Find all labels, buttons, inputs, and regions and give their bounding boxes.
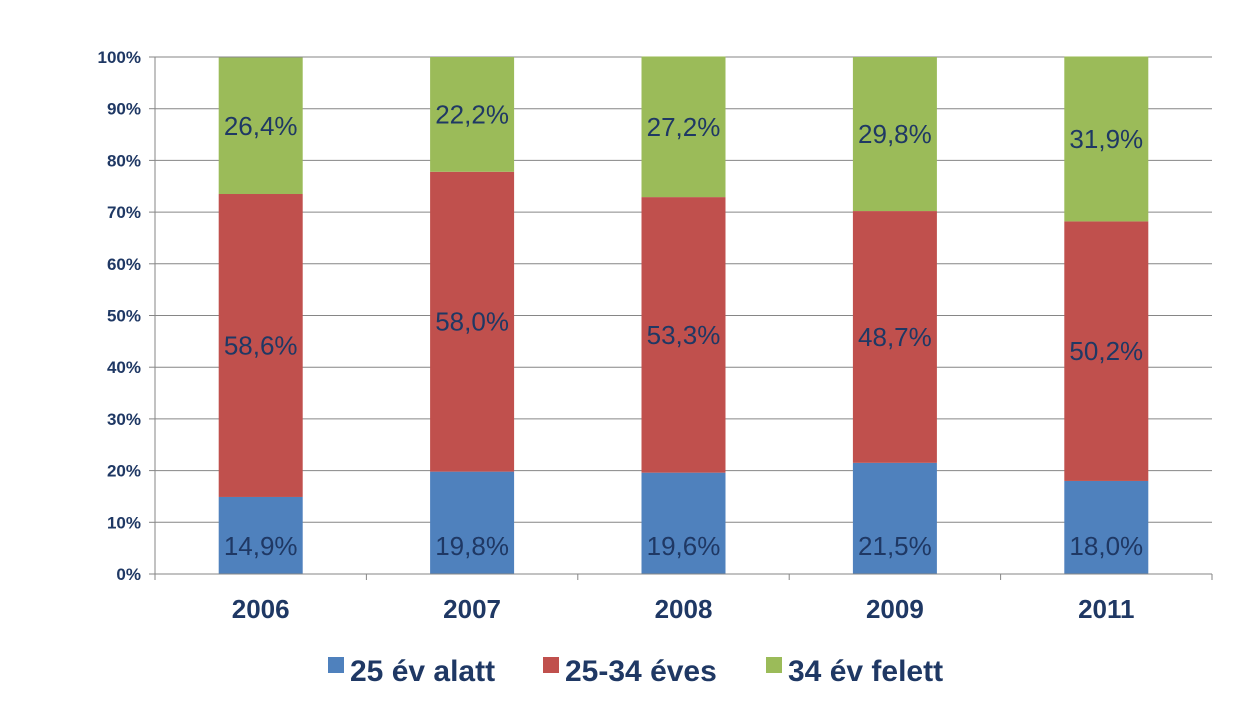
data-label: 26,4% [224,111,298,141]
x-tick-label: 2007 [443,594,501,624]
data-label: 48,7% [858,322,932,352]
y-tick-label: 90% [107,100,141,119]
bar-segment [852,57,937,212]
y-tick-label: 100% [98,48,141,67]
bar-segment [1064,221,1149,481]
data-label: 29,8% [858,119,932,149]
y-tick-label: 50% [107,307,141,326]
y-tick-label: 20% [107,462,141,481]
y-tick-label: 60% [107,255,141,274]
data-label: 21,5% [858,531,932,561]
bar-segment [430,471,515,574]
legend-label: 25 év alatt [350,655,495,688]
data-label: 27,2% [647,112,721,142]
bar-segment [430,57,515,172]
bar-segment [218,194,303,497]
x-axis-ticks: 2006 2007 2008 2009 2011 [154,574,1213,624]
y-tick-label: 30% [107,410,141,429]
data-label: 58,6% [224,330,298,360]
data-label: 19,8% [435,531,509,561]
legend-swatch [543,657,559,673]
axes [154,57,1212,575]
legend-swatch [328,657,344,673]
y-tick-label: 40% [107,358,141,377]
y-tick-label: 80% [107,151,141,170]
legend: 25 év alatt 25-34 éves 34 év felett [328,655,943,688]
data-label: 53,3% [647,320,721,350]
legend-label: 34 év felett [788,655,943,688]
bars [218,56,1149,574]
y-tick-label: 0% [116,565,141,584]
data-label: 19,6% [647,531,721,561]
bar-segment [852,211,937,463]
y-tick-label: 10% [107,513,141,532]
bar-segment [1064,56,1149,222]
data-label: 14,9% [224,531,298,561]
y-axis-ticks: 0% 10% 20% 30% 40% 50% 60% 70% 80% 90% 100% [98,48,155,584]
bar-segment [641,472,726,574]
bar-segment [218,57,303,195]
bar-segment [641,197,726,473]
y-tick-label: 70% [107,203,141,222]
legend-swatch [766,657,782,673]
x-tick-label: 2009 [866,594,924,624]
bar-segment [1064,480,1149,574]
x-tick-label: 2008 [655,594,713,624]
bar-segment [641,56,726,198]
data-label: 22,2% [435,99,509,129]
legend-label: 25-34 éves [565,655,717,688]
bar-segment [430,171,515,472]
bar-segment [218,496,303,574]
data-label: 50,2% [1069,336,1143,366]
data-label: 31,9% [1069,124,1143,154]
bar-segment [852,462,937,574]
data-labels: 14,9% 58,6% 26,4% 19,8% 58,0% 22,2% 19,6% 53,3%… [224,99,1143,561]
x-tick-label: 2006 [232,594,290,624]
x-tick-label: 2011 [1078,594,1134,624]
data-label: 58,0% [435,307,509,337]
data-label: 18,0% [1069,531,1143,561]
